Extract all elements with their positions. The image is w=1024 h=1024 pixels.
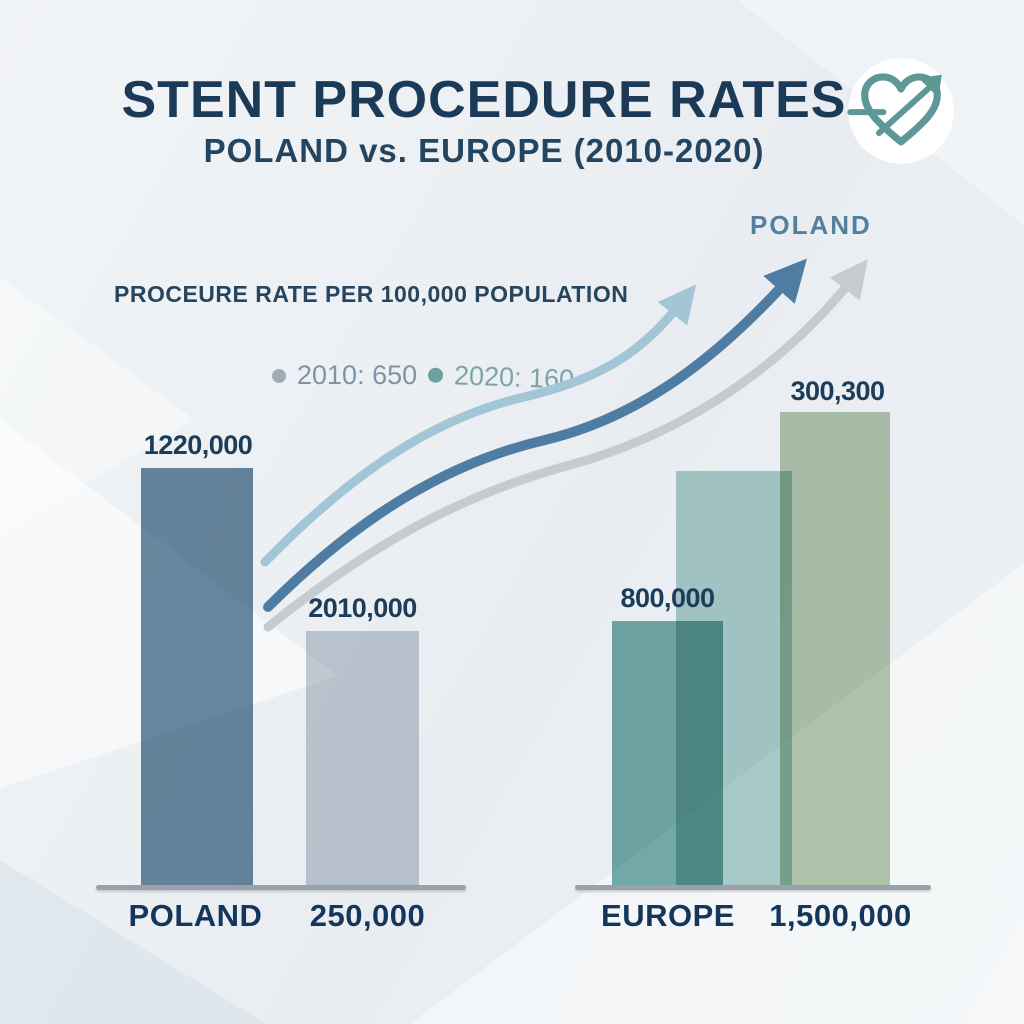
axis-label-1500000: 1,500,000 xyxy=(769,898,912,933)
bar-value-label: 800,000 xyxy=(620,583,715,613)
axis-note: PROCEURE RATE PER 100,000 POPULATION xyxy=(114,281,629,307)
legend-dot-icon xyxy=(272,368,286,383)
legend-item-2020: 2020: 160 xyxy=(427,359,575,395)
bar-value-label: 2010,000 xyxy=(308,593,417,623)
baseline-europe xyxy=(575,885,931,890)
axis-label-250000: 250,000 xyxy=(309,898,426,933)
bar-poland-right xyxy=(306,631,419,888)
axis-label-europe: EUROPE xyxy=(601,898,735,933)
light-blue-arrow xyxy=(260,284,697,567)
bar-europe-left xyxy=(612,621,723,888)
heart-trend-icon xyxy=(847,58,954,164)
page-subtitle: POLAND vs. EUROPE (2010-2020) xyxy=(203,132,765,169)
legend-item-2010: 2010: 650 xyxy=(272,360,417,391)
bar-europe-right xyxy=(780,412,890,888)
baseline-poland xyxy=(96,885,466,890)
legend-dot-icon xyxy=(427,367,444,383)
arrow-annotation-poland: POLAND xyxy=(750,210,872,240)
bar-value-label: 1220,000 xyxy=(143,430,253,460)
legend-label: 2010: 650 xyxy=(297,360,418,390)
bar-value-label: 300,300 xyxy=(790,376,885,406)
bar-poland-left xyxy=(141,468,253,888)
page-title: STENT PROCEDURE RATES xyxy=(121,71,847,129)
legend-label: 2020: 160 xyxy=(453,360,575,395)
axis-label-poland: POLAND xyxy=(128,898,263,933)
